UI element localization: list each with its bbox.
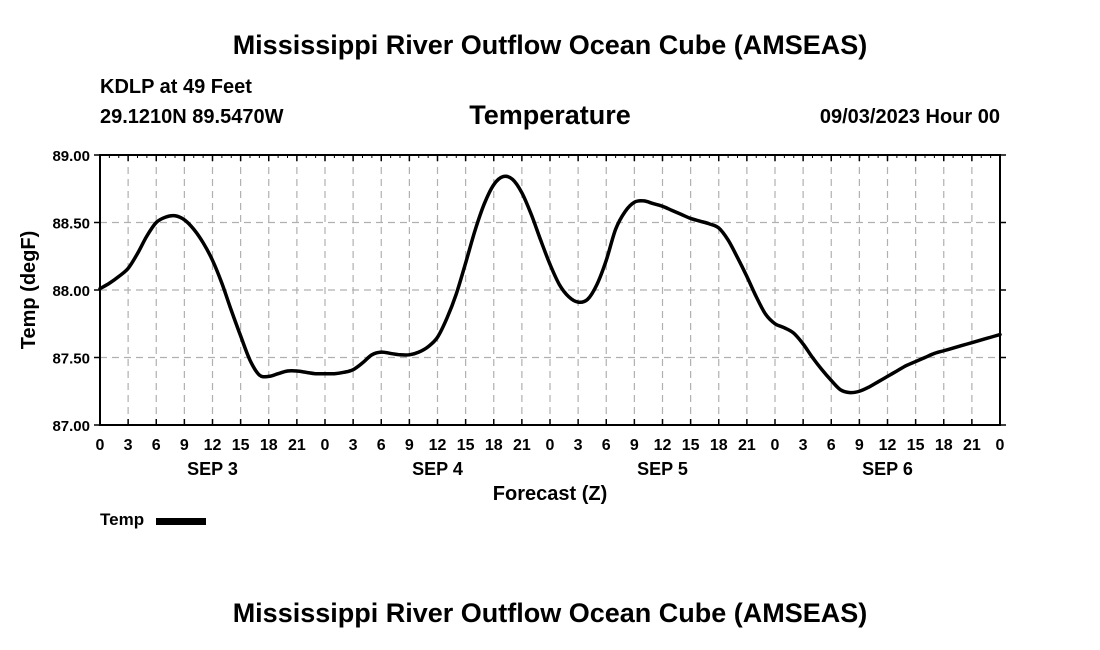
day-label: SEP 6 — [862, 459, 913, 479]
x-tick-label: 18 — [485, 437, 503, 454]
x-tick-label: 18 — [710, 437, 728, 454]
x-tick-label: 12 — [429, 437, 447, 454]
temperature-chart: 89.00 88.50 88.00 87.50 87.00 0 3 6 9 12 15 18 21 0 3… — [18, 148, 1006, 505]
day-label: SEP 3 — [187, 459, 238, 479]
x-tick-label: 21 — [963, 437, 981, 454]
station-label: KDLP at 49 Feet — [100, 76, 252, 98]
x-tick-label: 0 — [996, 437, 1005, 454]
legend-label-temp: Temp — [100, 510, 145, 529]
day-label: SEP 5 — [637, 459, 688, 479]
x-tick-label: 6 — [602, 437, 611, 454]
x-tick-label: 15 — [907, 437, 925, 454]
x-tick-label: 6 — [377, 437, 386, 454]
x-tick-label: 12 — [879, 437, 897, 454]
y-tick-label: 87.50 — [52, 351, 90, 368]
y-tick-label: 88.00 — [52, 283, 90, 300]
x-tick-label: 15 — [457, 437, 475, 454]
x-tick-label: 21 — [288, 437, 306, 454]
day-label: SEP 4 — [412, 459, 463, 479]
x-tick-label: 15 — [232, 437, 250, 454]
x-tick-label: 3 — [124, 437, 133, 454]
series-line-temp — [98, 174, 1002, 395]
page-title: Mississippi River Outflow Ocean Cube (AM… — [232, 30, 868, 60]
x-tick-label: 0 — [546, 437, 555, 454]
x-tick-label: 9 — [855, 437, 864, 454]
x-tick-label: 6 — [152, 437, 161, 454]
x-tick-label: 15 — [682, 437, 700, 454]
x-axis-label: Forecast (Z) — [493, 483, 607, 505]
x-tick-label: 3 — [349, 437, 358, 454]
y-axis-label: Temp (degF) — [18, 231, 40, 350]
coordinates-label: 29.1210N 89.5470W — [100, 106, 284, 128]
x-tick-label: 0 — [771, 437, 780, 454]
x-tick-label: 0 — [96, 437, 105, 454]
y-tick-label: 88.50 — [52, 216, 90, 233]
x-axis-tick-labels: 0 3 6 9 12 15 18 21 0 3 6 9 12 15 18 21 0 3 6 9 12 15 18 21 0 3 6 9… — [96, 437, 1005, 454]
legend-swatch-temp — [156, 517, 207, 525]
y-axis-tick-labels: 89.00 88.50 88.00 87.50 87.00 — [52, 148, 90, 435]
forecast-datetime: 09/03/2023 Hour 00 — [819, 106, 1000, 128]
chart-grid — [100, 155, 1000, 425]
x-tick-label: 21 — [513, 437, 531, 454]
chart-title: Temperature — [469, 100, 631, 130]
x-tick-label: 9 — [405, 437, 414, 454]
x-tick-label: 0 — [321, 437, 330, 454]
x-tick-label: 3 — [799, 437, 808, 454]
x-tick-label: 3 — [574, 437, 583, 454]
day-labels: SEP 3 SEP 4 SEP 5 SEP 6 — [187, 459, 913, 479]
chart-legend: Temp — [100, 510, 207, 530]
y-tick-label: 87.00 — [52, 418, 90, 435]
x-tick-label: 12 — [204, 437, 222, 454]
x-tick-label: 18 — [935, 437, 953, 454]
axis-ticks — [94, 154, 1006, 426]
y-tick-label: 89.00 — [52, 148, 90, 165]
x-tick-label: 21 — [738, 437, 756, 454]
footer-title: Mississippi River Outflow Ocean Cube (AM… — [232, 598, 868, 628]
x-tick-label: 9 — [180, 437, 189, 454]
x-tick-label: 6 — [827, 437, 836, 454]
x-tick-label: 12 — [654, 437, 672, 454]
x-tick-label: 9 — [630, 437, 639, 454]
x-tick-label: 18 — [260, 437, 278, 454]
